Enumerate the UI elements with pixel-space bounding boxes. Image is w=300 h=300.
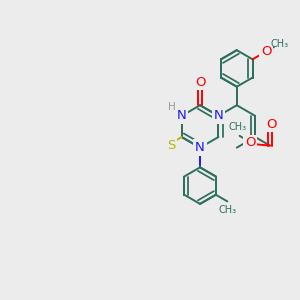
Text: O: O — [245, 136, 255, 149]
Text: N: N — [177, 109, 187, 122]
Text: O: O — [261, 45, 272, 58]
Text: S: S — [167, 139, 176, 152]
Text: H: H — [168, 102, 176, 112]
Text: O: O — [266, 118, 277, 130]
Text: N: N — [214, 109, 223, 122]
Text: N: N — [195, 141, 205, 154]
Text: O: O — [195, 76, 205, 89]
Text: CH₃: CH₃ — [219, 205, 237, 215]
Text: CH₃: CH₃ — [228, 122, 246, 132]
Text: CH₃: CH₃ — [271, 39, 289, 49]
